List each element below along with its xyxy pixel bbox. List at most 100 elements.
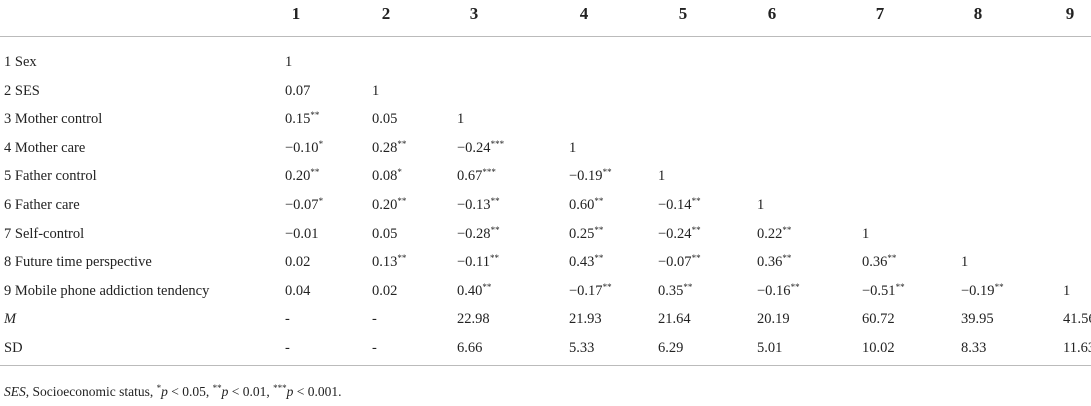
- significance: **: [602, 281, 612, 292]
- footnote-mark: *: [156, 383, 162, 393]
- cell: 0.02: [372, 282, 398, 299]
- row-label: 2 SES: [4, 82, 40, 99]
- cell: 0.22**: [757, 224, 791, 244]
- significance: *: [318, 196, 324, 206]
- footnote-mark: **: [212, 383, 222, 393]
- column-header: 8: [973, 4, 983, 23]
- header-rule: [0, 36, 1091, 37]
- cell: 0.04: [285, 282, 311, 299]
- cell: −0.11**: [457, 252, 499, 272]
- cell-value: 0.60: [569, 197, 595, 213]
- cell: 20.19: [757, 311, 790, 328]
- cell: 0.28**: [372, 138, 406, 158]
- cell: 1: [457, 111, 465, 128]
- cell-value: −0.28: [457, 225, 491, 242]
- significance: **: [683, 281, 693, 292]
- cell-value: 0.35: [658, 282, 684, 299]
- cell-value: 0.36: [862, 254, 888, 271]
- significance: **: [691, 253, 701, 264]
- significance: **: [691, 224, 701, 235]
- cell: −0.01: [285, 225, 319, 242]
- cell-value: −0.19: [569, 168, 603, 185]
- column-header: 5: [678, 4, 688, 23]
- cell: 0.25**: [569, 224, 603, 244]
- significance: ***: [482, 167, 496, 178]
- row-label: 5 Father control: [4, 168, 97, 185]
- significance: **: [482, 281, 492, 292]
- cell: −0.07**: [658, 252, 701, 272]
- cell-value: 0.08: [372, 168, 398, 185]
- cell: 0.36**: [862, 252, 896, 272]
- row-label: M: [4, 311, 17, 328]
- footnote-text: < 0.01,: [228, 384, 274, 399]
- cell: -: [372, 311, 377, 328]
- row-label: 4 Mother care: [4, 139, 86, 156]
- column-header: 4: [579, 4, 589, 23]
- footnote-text: < 0.05,: [167, 384, 213, 399]
- cell-value: −0.19: [961, 282, 995, 299]
- cell-value: 0.36: [757, 254, 783, 271]
- cell-value: 0.40: [457, 282, 483, 299]
- significance: **: [310, 167, 320, 178]
- cell: −0.19**: [569, 166, 612, 186]
- cell: −0.24***: [457, 138, 504, 158]
- cell: 1: [658, 168, 666, 185]
- cell-value: −0.07: [658, 254, 692, 271]
- footnote-text: < 0.001.: [293, 384, 342, 399]
- significance: **: [594, 224, 604, 235]
- cell: 0.13**: [372, 252, 406, 272]
- cell: 0.05: [372, 111, 398, 128]
- footnote-text: p: [221, 384, 229, 399]
- cell: −0.51**: [862, 281, 905, 301]
- significance: **: [691, 196, 701, 206]
- cell: −0.24**: [658, 224, 701, 244]
- row-label: 9 Mobile phone addiction tendency: [4, 282, 210, 299]
- cell: −0.16**: [757, 281, 800, 301]
- cell: 1: [862, 225, 870, 242]
- significance: **: [490, 196, 500, 206]
- cell-value: 0.67: [457, 168, 483, 185]
- cell: 1: [757, 197, 765, 213]
- cell: 22.98: [457, 311, 490, 328]
- cell-value: −0.11: [457, 254, 491, 271]
- footnote-text: SES: [4, 384, 26, 399]
- cell-value: −0.14: [658, 197, 692, 213]
- footnote-text: p: [161, 384, 168, 399]
- cell: -: [285, 340, 290, 356]
- cell: 1: [285, 54, 293, 70]
- column-header: 7: [875, 4, 885, 23]
- cell: −0.10*: [285, 138, 323, 158]
- cell-value: −0.10: [285, 139, 319, 156]
- column-header: 1: [291, 4, 301, 23]
- significance: **: [782, 253, 792, 264]
- cell: 6.66: [457, 340, 483, 356]
- cell: 0.67***: [457, 166, 496, 186]
- cell: 0.02: [285, 254, 311, 271]
- cell: 60.72: [862, 311, 895, 328]
- significance: **: [397, 253, 407, 264]
- cell: 10.02: [862, 340, 895, 356]
- significance: **: [887, 253, 897, 264]
- cell-value: 0.20: [372, 197, 398, 213]
- significance: **: [790, 281, 800, 292]
- significance: **: [782, 224, 792, 235]
- cell: −0.14**: [658, 195, 701, 215]
- cell: 0.40**: [457, 281, 491, 301]
- cell: −0.07*: [285, 195, 323, 215]
- column-header: 6: [767, 4, 777, 23]
- significance: *: [318, 138, 324, 149]
- cell-value: 0.25: [569, 225, 595, 242]
- footnote: SES, Socioeconomic status, *p < 0.05, **…: [4, 382, 341, 402]
- significance: **: [602, 167, 612, 178]
- cell-value: 0.28: [372, 139, 398, 156]
- cell-value: 0.43: [569, 254, 595, 271]
- bottom-rule: [0, 365, 1091, 366]
- column-header: 9: [1065, 4, 1075, 23]
- row-label: 8 Future time perspective: [4, 254, 152, 271]
- cell-value: −0.13: [457, 197, 491, 213]
- cell: 11.63: [1063, 340, 1091, 356]
- significance: **: [490, 224, 500, 235]
- cell: 1: [961, 254, 969, 271]
- row-label: 7 Self-control: [4, 225, 85, 242]
